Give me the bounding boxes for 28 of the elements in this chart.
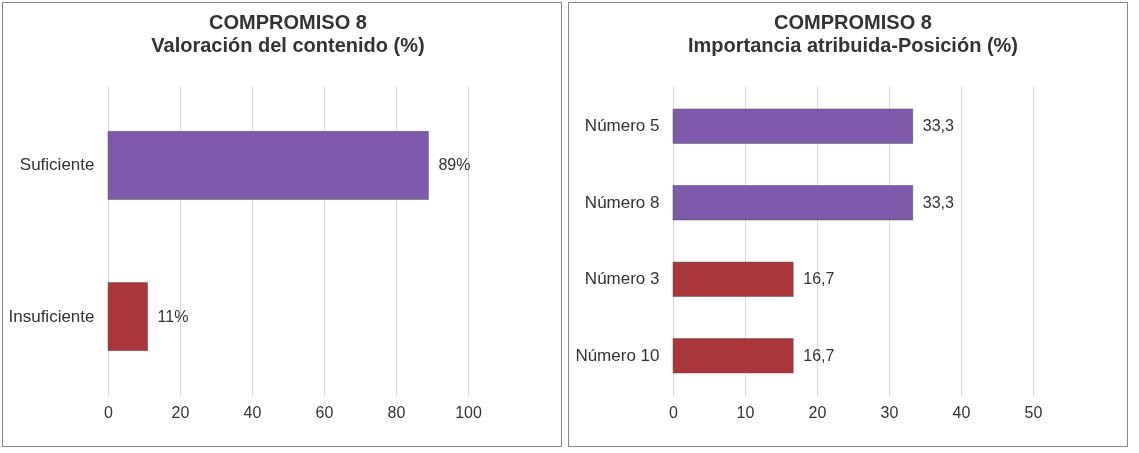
x-tick-label: 0 <box>104 403 114 421</box>
chart-subtitle: Valoración del contenido (%) <box>151 34 425 56</box>
x-tick-label: 100 <box>455 403 482 421</box>
chart-title: COMPROMISO 8 <box>209 11 367 33</box>
y-tick-label: Insuficiente <box>8 306 95 326</box>
chart-title: COMPROMISO 8 <box>774 11 932 33</box>
data-label: 16,7 <box>803 270 835 288</box>
y-tick-label: Número 10 <box>575 345 660 365</box>
data-label: 33,3 <box>922 117 954 135</box>
data-label: 11% <box>157 307 189 325</box>
x-tick-label: 20 <box>171 403 190 421</box>
x-tick-label: 20 <box>808 403 827 421</box>
data-label: 16,7 <box>803 346 835 364</box>
x-tick-label: 10 <box>736 403 755 421</box>
x-tick-label: 40 <box>243 403 262 421</box>
x-tick-label: 80 <box>387 403 406 421</box>
y-tick-label: Suficiente <box>19 155 95 175</box>
y-tick-label: Número 3 <box>584 269 660 289</box>
x-tick-label: 40 <box>952 403 971 421</box>
data-label: 89% <box>438 156 471 174</box>
x-tick-label: 30 <box>880 403 899 421</box>
chart-subtitle: Importancia atribuida-Posición (%) <box>687 34 1019 56</box>
y-tick-label: Número 5 <box>584 116 660 136</box>
y-tick-label: Número 8 <box>584 192 660 212</box>
x-tick-label: 50 <box>1024 403 1043 421</box>
data-label: 33,3 <box>922 193 954 211</box>
x-tick-label: 60 <box>315 403 334 421</box>
x-tick-label: 0 <box>669 403 679 421</box>
